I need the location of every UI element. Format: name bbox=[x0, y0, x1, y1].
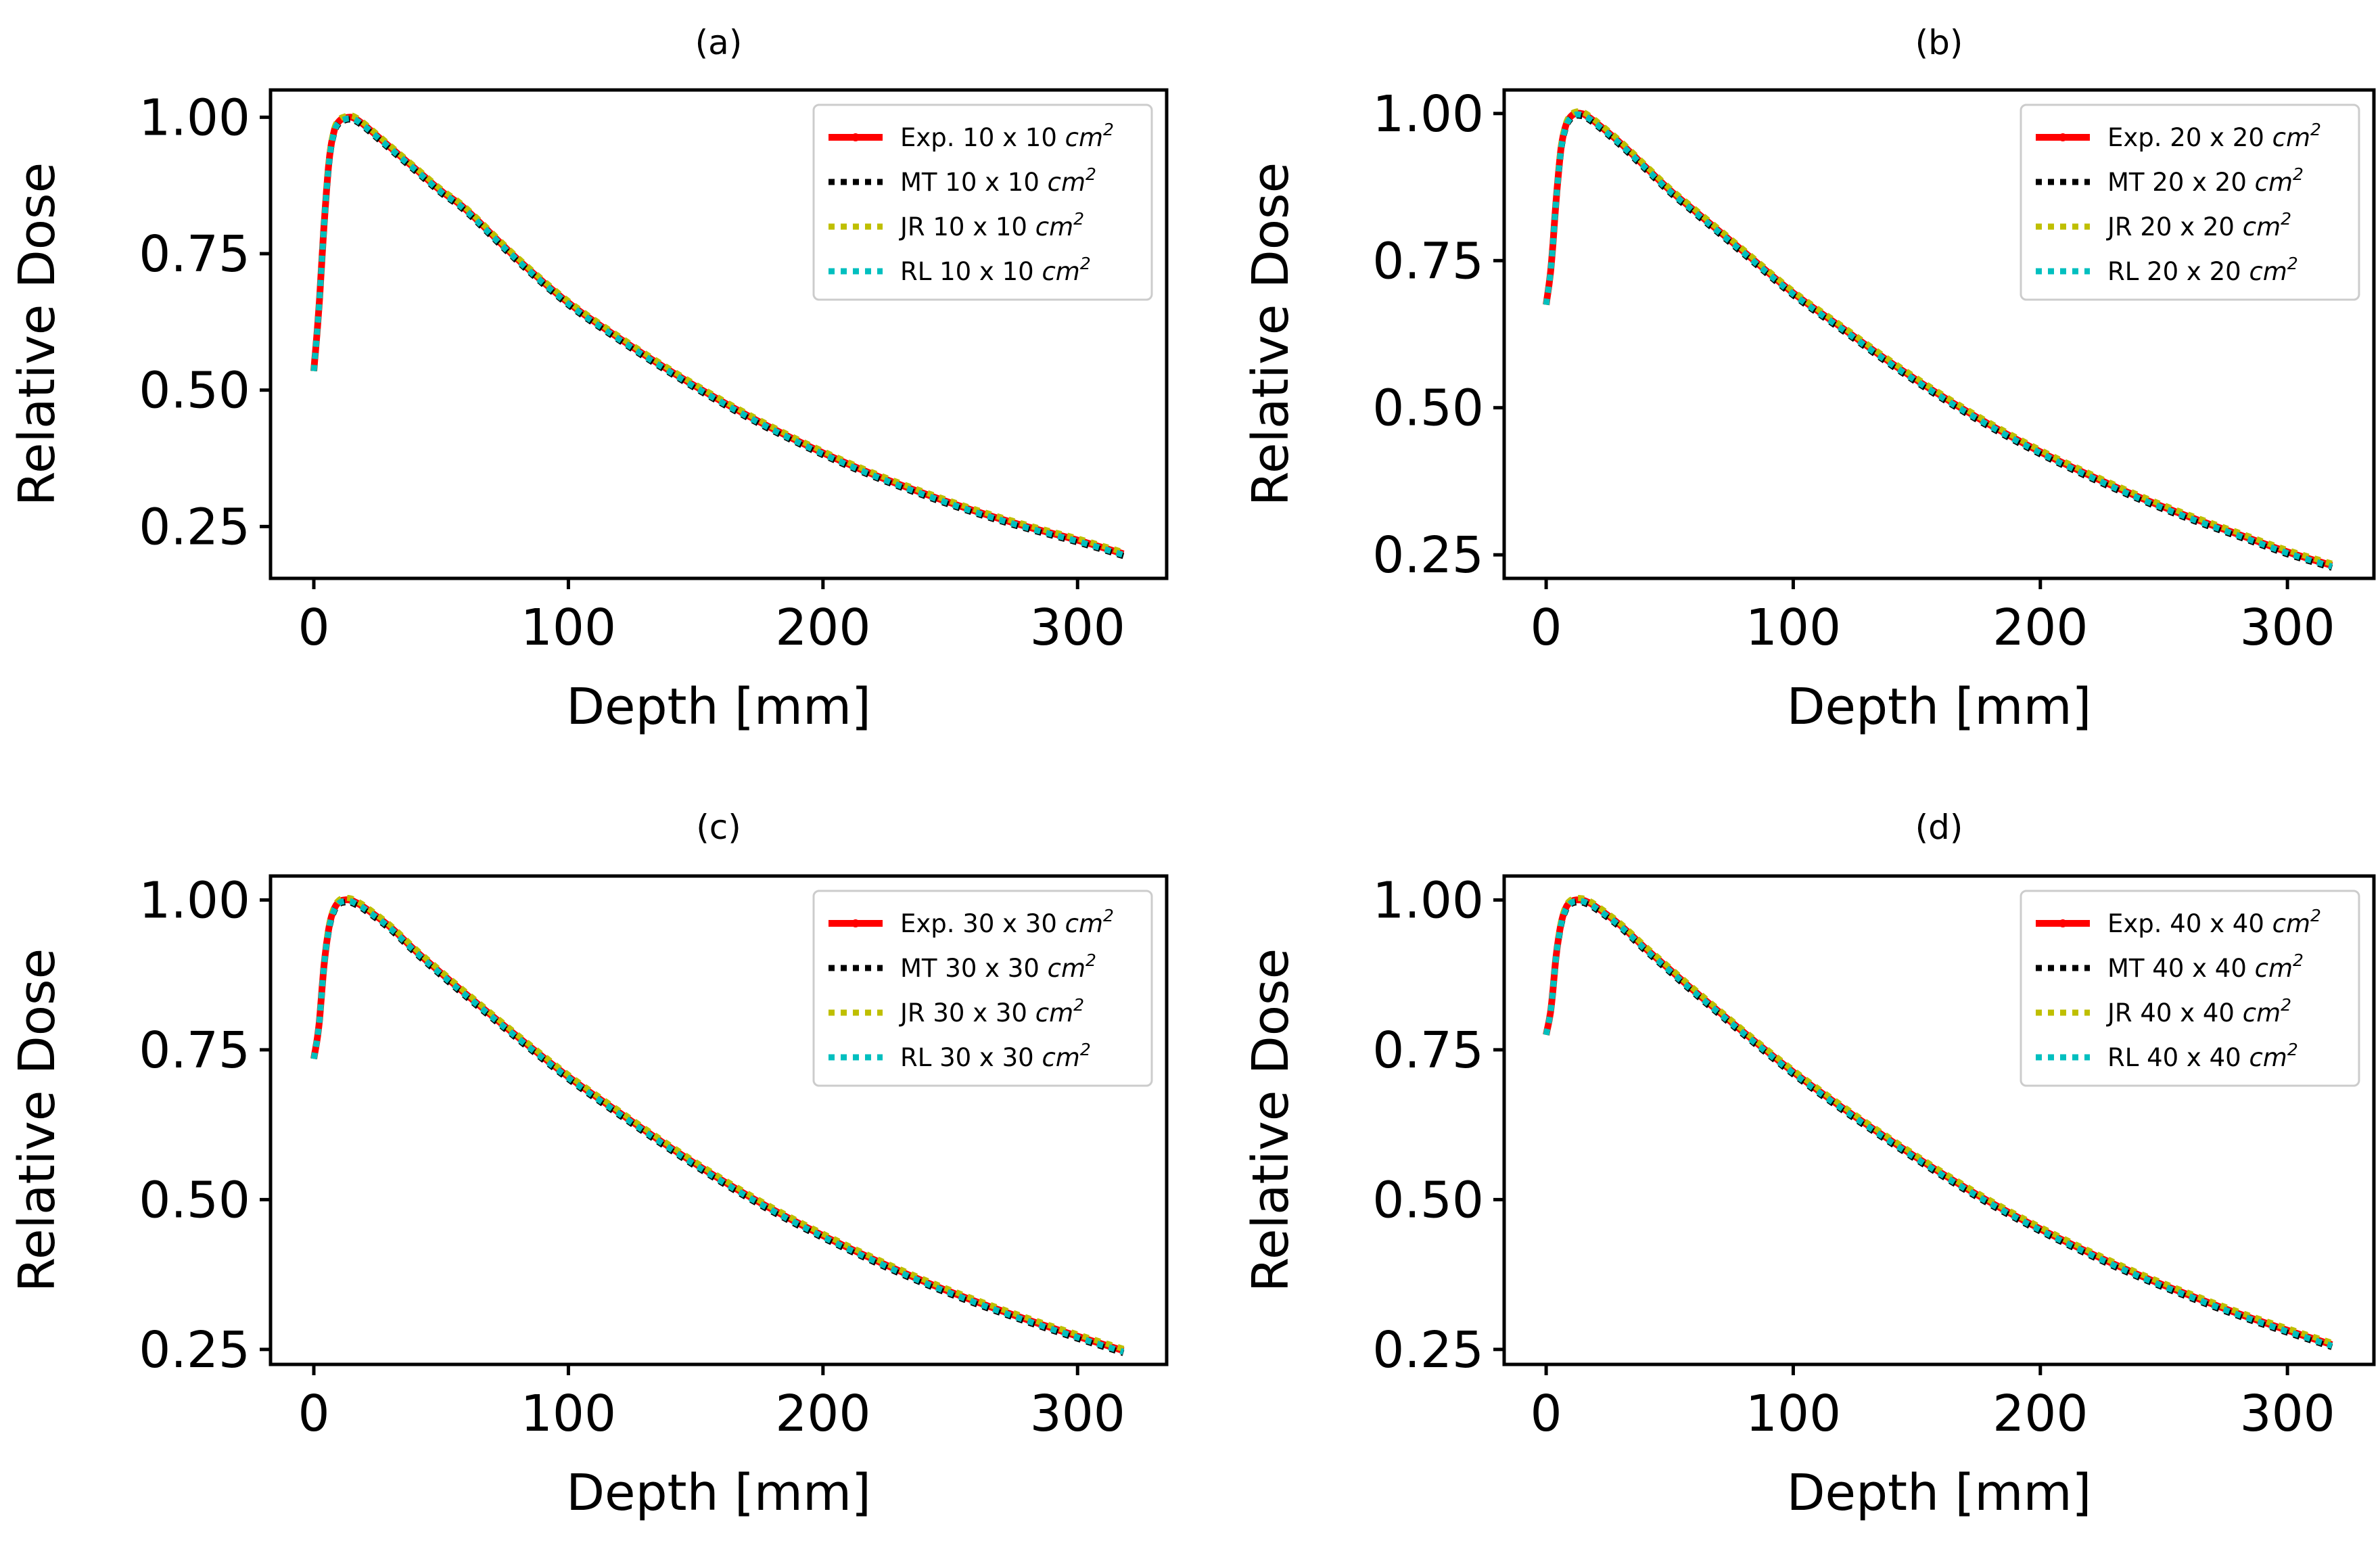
y-tick-label: 0.25 bbox=[1372, 1321, 1484, 1379]
y-tick-label: 0.25 bbox=[1372, 526, 1484, 584]
panel-title: (d) bbox=[1915, 808, 1963, 847]
y-axis-label: Relative Dose bbox=[1242, 162, 1300, 506]
x-tick-label: 0 bbox=[1531, 599, 1562, 657]
x-axis-label: Depth [mm] bbox=[566, 678, 871, 736]
legend-marker bbox=[2059, 919, 2067, 927]
x-tick-label: 200 bbox=[1992, 1385, 2088, 1443]
legend-box bbox=[812, 103, 1153, 301]
legend-marker bbox=[2059, 133, 2067, 141]
plot-frame bbox=[1502, 874, 2376, 1366]
x-tick-label: 100 bbox=[521, 599, 616, 657]
legend-marker bbox=[851, 133, 860, 141]
legend-label: Exp. 20 x 20 cm2 bbox=[2107, 120, 2321, 152]
legend-box bbox=[2020, 890, 2360, 1087]
legend-label: Exp. 30 x 30 cm2 bbox=[900, 906, 1114, 938]
chart-panel-2: (c) 0 100 200 300 0.25 0.50 0.75 1.00 Depth [mm] R… bbox=[8, 808, 1169, 1522]
y-tick-label: 1.00 bbox=[1372, 85, 1484, 143]
y-tick-label: 0.50 bbox=[139, 362, 250, 420]
x-axis-label: Depth [mm] bbox=[1787, 678, 2092, 736]
legend-label: MT 30 x 30 cm2 bbox=[900, 950, 1096, 983]
legend-label: MT 10 x 10 cm2 bbox=[900, 164, 1096, 197]
legend-label: JR 40 x 40 cm2 bbox=[2106, 995, 2291, 1028]
x-axis-label: Depth [mm] bbox=[566, 1464, 871, 1522]
y-axis-label: Relative Dose bbox=[8, 948, 66, 1292]
legend-label: RL 10 x 10 cm2 bbox=[900, 254, 1091, 286]
legend-label: JR 30 x 30 cm2 bbox=[899, 995, 1084, 1028]
legend: Exp. 20 x 20 cm2 MT 20 x 20 cm2 JR 20 x 20… bbox=[2020, 103, 2360, 301]
plot-frame bbox=[1502, 88, 2376, 580]
legend: Exp. 30 x 30 cm2 MT 30 x 30 cm2 JR 30 x 30… bbox=[812, 890, 1153, 1087]
x-tick-label: 300 bbox=[2240, 599, 2335, 657]
x-tick-label: 200 bbox=[775, 1385, 870, 1443]
legend-label: Exp. 40 x 40 cm2 bbox=[2107, 906, 2321, 938]
series-line-rl bbox=[310, 898, 1125, 1355]
x-tick-label: 100 bbox=[521, 1385, 616, 1443]
legend-marker bbox=[851, 919, 860, 927]
legend-box bbox=[2020, 103, 2360, 301]
legend-label: MT 40 x 40 cm2 bbox=[2107, 950, 2304, 983]
legend: Exp. 10 x 10 cm2 MT 10 x 10 cm2 JR 10 x 10… bbox=[812, 103, 1153, 301]
x-tick-label: 300 bbox=[1030, 599, 1125, 657]
chart-panel-1: (b) 0 100 200 300 0.25 0.50 0.75 1.00 Depth [mm] R… bbox=[1242, 23, 2376, 736]
chart-panel-0: (a) 0 100 200 300 0.25 0.50 0.75 1.00 Depth [mm] R… bbox=[8, 23, 1169, 736]
panel-title: (a) bbox=[695, 23, 743, 62]
y-tick-label: 0.25 bbox=[139, 498, 250, 556]
x-tick-label: 200 bbox=[775, 599, 870, 657]
y-tick-label: 0.50 bbox=[139, 1171, 250, 1229]
x-axis-label: Depth [mm] bbox=[1787, 1464, 2092, 1522]
legend-label: RL 40 x 40 cm2 bbox=[2107, 1040, 2298, 1072]
x-tick-label: 0 bbox=[298, 1385, 329, 1443]
y-tick-label: 0.75 bbox=[1372, 1021, 1484, 1080]
legend-label: RL 30 x 30 cm2 bbox=[900, 1040, 1091, 1072]
legend-label: RL 20 x 20 cm2 bbox=[2107, 254, 2298, 286]
y-tick-label: 0.75 bbox=[1372, 232, 1484, 290]
series-line-rl bbox=[1543, 111, 2333, 570]
y-axis-label: Relative Dose bbox=[1242, 948, 1300, 1292]
x-tick-label: 0 bbox=[1531, 1385, 1562, 1443]
x-tick-label: 300 bbox=[2240, 1385, 2335, 1443]
plot-frame bbox=[269, 874, 1169, 1366]
legend-label: JR 20 x 20 cm2 bbox=[2106, 209, 2291, 241]
legend-label: MT 20 x 20 cm2 bbox=[2107, 164, 2304, 197]
y-tick-label: 0.75 bbox=[139, 225, 250, 283]
y-tick-label: 1.00 bbox=[1372, 871, 1484, 929]
x-tick-label: 100 bbox=[1746, 1385, 1841, 1443]
y-tick-label: 0.75 bbox=[139, 1021, 250, 1080]
y-axis-label: Relative Dose bbox=[8, 162, 66, 506]
y-tick-label: 0.50 bbox=[1372, 379, 1484, 438]
legend: Exp. 40 x 40 cm2 MT 40 x 40 cm2 JR 40 x 40… bbox=[2020, 890, 2360, 1087]
legend-label: JR 10 x 10 cm2 bbox=[899, 209, 1084, 241]
panel-title: (b) bbox=[1915, 23, 1963, 62]
series-line-rl bbox=[1543, 898, 2333, 1349]
x-tick-label: 200 bbox=[1992, 599, 2088, 657]
legend-label: Exp. 10 x 10 cm2 bbox=[900, 120, 1114, 152]
series-line-jr bbox=[1543, 895, 2333, 1346]
chart-panel-3: (d) 0 100 200 300 0.25 0.50 0.75 1.00 Depth [mm] R… bbox=[1242, 808, 2376, 1522]
y-tick-label: 0.25 bbox=[139, 1321, 250, 1379]
legend-box bbox=[812, 890, 1153, 1087]
panel-title: (c) bbox=[696, 808, 741, 847]
y-tick-label: 1.00 bbox=[139, 89, 250, 147]
plot-frame bbox=[269, 88, 1169, 580]
y-tick-label: 0.50 bbox=[1372, 1171, 1484, 1229]
x-tick-label: 0 bbox=[298, 599, 329, 657]
series-line-rl bbox=[310, 115, 1125, 558]
x-tick-label: 100 bbox=[1746, 599, 1841, 657]
y-tick-label: 1.00 bbox=[139, 871, 250, 929]
x-tick-label: 300 bbox=[1030, 1385, 1125, 1443]
